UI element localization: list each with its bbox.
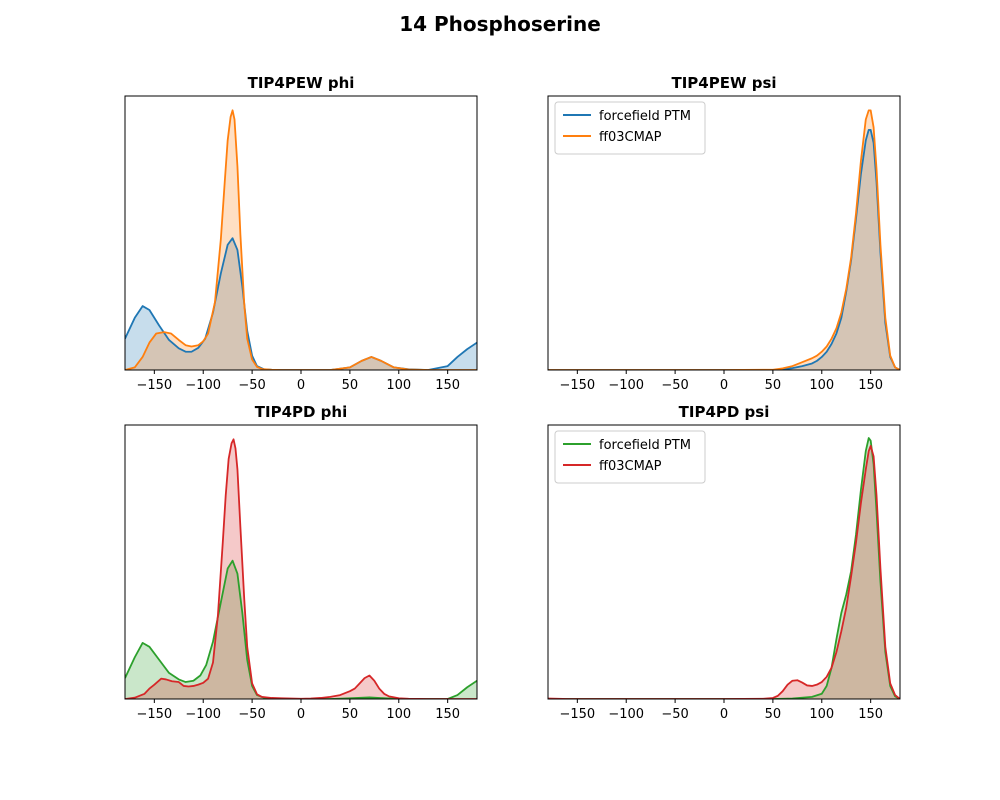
x-tick-label: −150 — [559, 707, 595, 722]
panel-title: TIP4PEW phi — [248, 74, 355, 92]
series-line-1 — [125, 559, 477, 699]
panel-tip4pew-phi: TIP4PEW phi −150 −100 −50 0 50 100 150 — [124, 74, 478, 393]
plot-area — [125, 438, 477, 699]
legend: forcefield PTM ff03CMAP — [554, 430, 706, 484]
legend-label: ff03CMAP — [599, 130, 662, 145]
series-fill-2 — [125, 110, 477, 370]
plot-area — [125, 109, 477, 370]
x-tick-label: 100 — [386, 378, 411, 393]
x-tick-label: 150 — [858, 378, 883, 393]
axes-frame — [124, 95, 478, 371]
x-tick-label: −100 — [608, 378, 644, 393]
x-tick-label: −50 — [238, 707, 265, 722]
series-line-2 — [548, 444, 900, 699]
x-tick-label: 100 — [809, 707, 834, 722]
x-tick-label: 0 — [297, 707, 305, 722]
series-line-2 — [548, 109, 900, 370]
x-tick-label: 100 — [809, 378, 834, 393]
figure-title: 14 Phosphoserine — [399, 12, 601, 36]
x-tick-label: 50 — [765, 707, 782, 722]
series-line-2 — [125, 109, 477, 370]
panel-title: TIP4PD phi — [255, 403, 347, 421]
series-fill-2 — [125, 439, 477, 699]
x-tick-label: −100 — [185, 707, 221, 722]
x-tick-label: 150 — [435, 707, 460, 722]
series-fill-1 — [125, 238, 477, 370]
panel-title: TIP4PD psi — [679, 403, 770, 421]
x-tick-label: −150 — [136, 707, 172, 722]
legend: forcefield PTM ff03CMAP — [554, 101, 706, 155]
x-tick-label: 100 — [386, 707, 411, 722]
x-tick-label: −100 — [185, 378, 221, 393]
series-fill-2 — [548, 445, 900, 699]
x-tick-label: 50 — [342, 707, 359, 722]
legend-label: forcefield PTM — [599, 438, 691, 453]
x-tick-label: 50 — [342, 378, 359, 393]
panel-tip4pd-phi: TIP4PD phi −150 −100 −50 0 50 100 150 — [124, 403, 478, 722]
panel-title: TIP4PEW psi — [671, 74, 776, 92]
legend-label: ff03CMAP — [599, 459, 662, 474]
series-fill-1 — [548, 129, 900, 370]
x-tick-label: −50 — [661, 378, 688, 393]
axes-frame — [124, 424, 478, 700]
x-tick-label: 150 — [858, 707, 883, 722]
x-tick-label: 0 — [720, 378, 728, 393]
x-tick-label: −50 — [238, 378, 265, 393]
plot-area — [548, 437, 900, 699]
x-tick-label: 0 — [720, 707, 728, 722]
panel-tip4pd-psi: TIP4PD psi −150 −100 −50 0 50 100 150 forcefiel… — [547, 403, 901, 722]
legend-label: forcefield PTM — [599, 109, 691, 124]
series-line-2 — [125, 438, 477, 699]
x-tick-label: −150 — [559, 378, 595, 393]
x-tick-label: −50 — [661, 707, 688, 722]
x-tick-label: −150 — [136, 378, 172, 393]
x-tick-label: −100 — [608, 707, 644, 722]
x-tick-label: 0 — [297, 378, 305, 393]
plot-area — [548, 109, 900, 370]
x-tick-label: 150 — [435, 378, 460, 393]
panel-tip4pew-psi: TIP4PEW psi −150 −100 −50 0 50 100 150 forcefie… — [547, 74, 901, 393]
series-fill-2 — [548, 110, 900, 370]
x-tick-label: 50 — [765, 378, 782, 393]
